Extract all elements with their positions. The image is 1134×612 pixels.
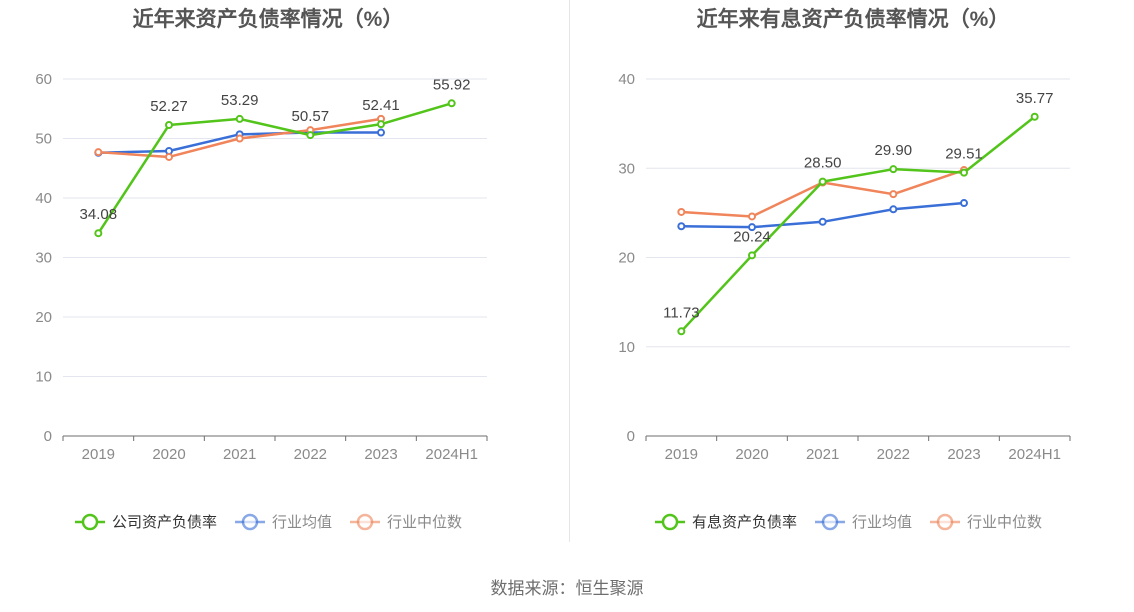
y-tick-label: 10 bbox=[618, 339, 635, 356]
legend-marker-circle bbox=[661, 513, 679, 531]
series-industry-mean bbox=[94, 128, 385, 157]
data-label: 50.57 bbox=[292, 108, 330, 125]
chart-interest-bearing-debt-ratio: 近年来有息资产负债率情况（%） 0 10 20 30 40 2019 2020 2021 2022… bbox=[618, 7, 1071, 531]
legend-label: 行业均值 bbox=[852, 514, 912, 531]
data-point bbox=[889, 205, 898, 214]
data-point bbox=[377, 120, 385, 129]
legend-item: 行业中位数 bbox=[930, 513, 1042, 531]
data-point bbox=[165, 152, 173, 161]
x-tick-label: 2022 bbox=[877, 446, 910, 463]
data-point bbox=[748, 251, 756, 260]
legend-marker-circle bbox=[936, 513, 954, 531]
data-point bbox=[677, 207, 686, 216]
data-point bbox=[818, 177, 827, 186]
data-point bbox=[94, 229, 103, 238]
x-tick-label: 2019 bbox=[82, 446, 115, 463]
x-tick-label: 2023 bbox=[947, 446, 980, 463]
x-tick-label: 2021 bbox=[806, 446, 839, 463]
data-point bbox=[235, 114, 244, 123]
chart-title: 近年来有息资产负债率情况（%） bbox=[697, 7, 1010, 31]
y-tick-label: 30 bbox=[618, 160, 635, 177]
series-industry-mean bbox=[677, 199, 968, 232]
data-point bbox=[447, 99, 456, 108]
y-tick-label: 20 bbox=[35, 309, 52, 326]
y-tick-label: 20 bbox=[618, 250, 635, 267]
data-label: 53.29 bbox=[221, 92, 259, 109]
data-point bbox=[889, 165, 898, 174]
legend-item: 公司资产负债率 bbox=[75, 513, 217, 531]
legend: 有息资产负债率 行业均值 行业中位数 bbox=[655, 513, 1042, 531]
legend-label: 公司资产负债率 bbox=[112, 514, 217, 531]
series-line bbox=[680, 115, 1036, 333]
data-point bbox=[677, 327, 686, 336]
data-point bbox=[748, 223, 756, 232]
data-label: 28.50 bbox=[804, 155, 842, 172]
series-line bbox=[681, 168, 965, 218]
legend-item: 行业均值 bbox=[815, 513, 912, 531]
legend-item: 有息资产负债率 bbox=[655, 513, 797, 531]
data-point bbox=[818, 217, 827, 226]
series-industry-median bbox=[94, 114, 385, 161]
x-tick-label: 2020 bbox=[152, 446, 185, 463]
data-point bbox=[960, 199, 968, 208]
x-tick-label: 2024H1 bbox=[425, 446, 478, 463]
series-main bbox=[94, 99, 456, 238]
legend-marker-circle bbox=[821, 513, 839, 531]
x-tick-label: 2021 bbox=[223, 446, 256, 463]
data-label: 52.41 bbox=[362, 97, 400, 114]
data-label: 29.90 bbox=[875, 142, 913, 159]
y-tick-label: 0 bbox=[44, 428, 52, 445]
series-industry-median bbox=[677, 166, 968, 221]
series-line bbox=[97, 102, 453, 234]
x-tick-label: 2020 bbox=[735, 446, 768, 463]
data-label: 35.77 bbox=[1016, 90, 1054, 107]
data-point bbox=[94, 148, 103, 157]
y-tick-label: 60 bbox=[35, 71, 52, 88]
y-tick-label: 40 bbox=[618, 71, 635, 88]
legend-marker-circle bbox=[356, 513, 374, 531]
data-point bbox=[306, 131, 315, 140]
y-tick-label: 30 bbox=[35, 250, 52, 267]
x-tick-label: 2023 bbox=[364, 446, 397, 463]
data-label: 20.24 bbox=[733, 228, 771, 245]
data-point bbox=[377, 128, 385, 137]
data-point bbox=[748, 212, 756, 221]
legend-item: 行业中位数 bbox=[350, 513, 462, 531]
data-label: 55.92 bbox=[433, 76, 471, 93]
data-point bbox=[1030, 112, 1039, 121]
data-point bbox=[165, 120, 173, 129]
series-main bbox=[677, 112, 1039, 336]
x-tick-label: 2019 bbox=[665, 446, 698, 463]
chart-divider bbox=[569, 0, 570, 542]
chart-title: 近年来资产负债率情况（%） bbox=[133, 7, 404, 31]
chart-debt-ratio: 近年来资产负债率情况（%） 0 10 20 30 40 50 60 2019 2020 2021 20… bbox=[35, 7, 488, 531]
data-label: 29.51 bbox=[945, 146, 983, 163]
y-tick-label: 50 bbox=[35, 131, 52, 148]
data-point bbox=[889, 190, 898, 199]
legend-item: 行业均值 bbox=[235, 513, 332, 531]
x-tick-label: 2022 bbox=[294, 446, 327, 463]
data-source: 数据来源：恒生聚源 bbox=[490, 579, 644, 598]
data-point bbox=[960, 168, 968, 177]
data-label: 34.08 bbox=[80, 206, 118, 223]
y-tick-label: 0 bbox=[627, 428, 635, 445]
legend-marker-circle bbox=[241, 513, 259, 531]
legend-label: 行业均值 bbox=[272, 514, 332, 531]
legend-marker-circle bbox=[81, 513, 99, 531]
x-tick-label: 2024H1 bbox=[1008, 446, 1061, 463]
legend: 公司资产负债率 行业均值 行业中位数 bbox=[75, 513, 462, 531]
legend-label: 行业中位数 bbox=[967, 514, 1042, 531]
data-label: 11.73 bbox=[663, 304, 699, 321]
legend-label: 有息资产负债率 bbox=[692, 514, 797, 531]
y-tick-label: 40 bbox=[35, 190, 52, 207]
data-point bbox=[235, 134, 244, 143]
legend-label: 行业中位数 bbox=[387, 514, 462, 531]
y-tick-label: 10 bbox=[35, 369, 52, 386]
data-point bbox=[677, 222, 686, 231]
data-label: 52.27 bbox=[150, 98, 188, 115]
